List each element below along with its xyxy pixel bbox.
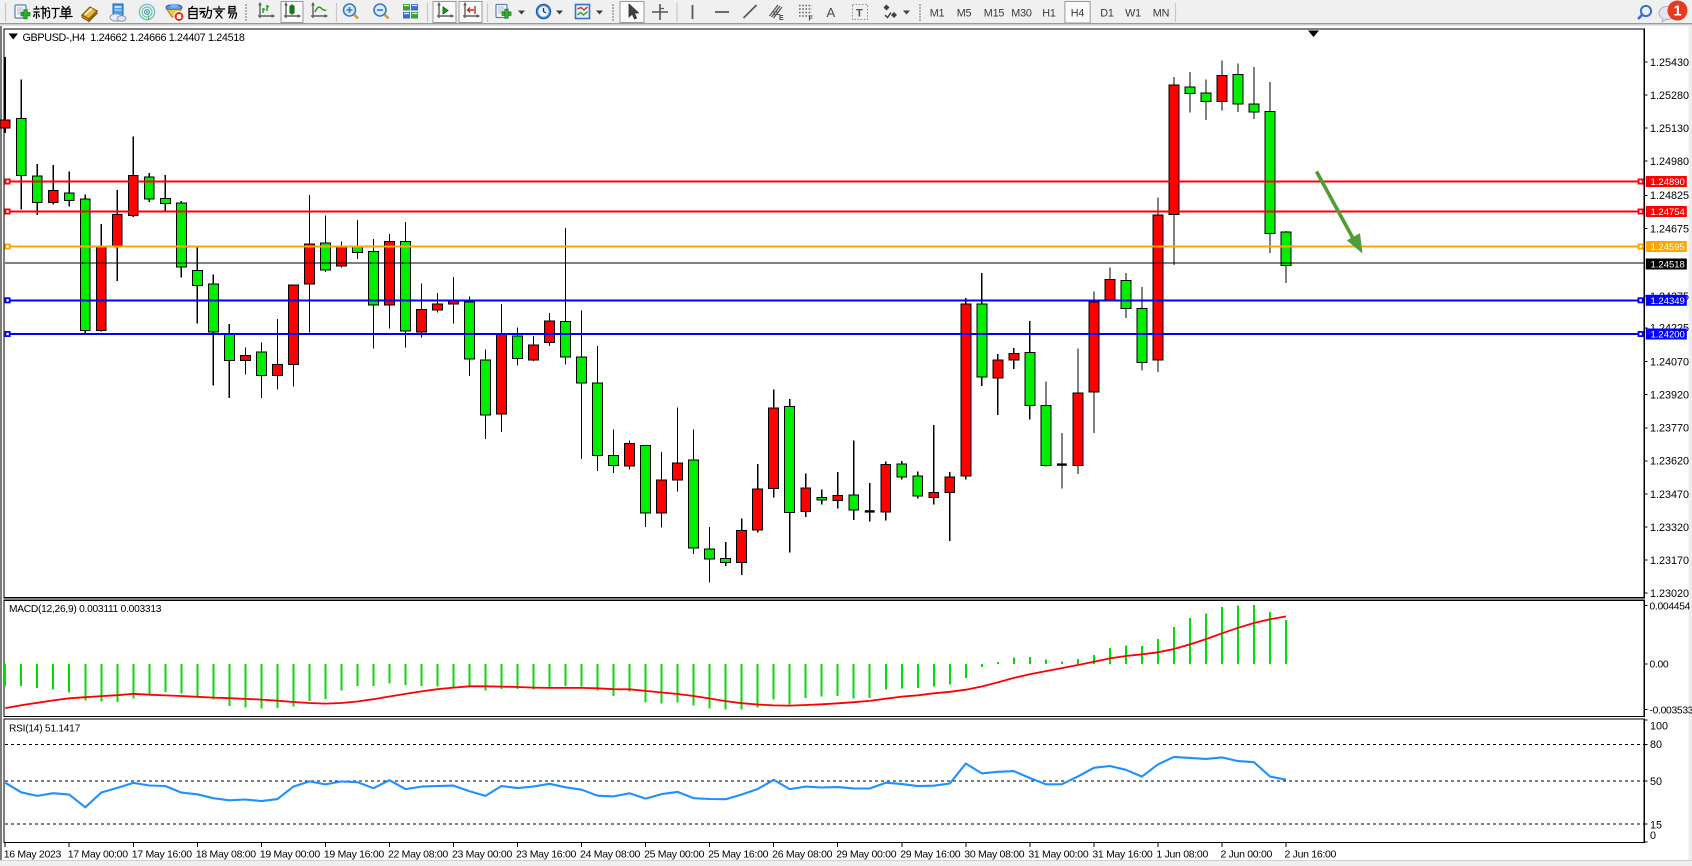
svg-text:1.23770: 1.23770 (1650, 423, 1689, 435)
svg-text:15: 15 (1650, 819, 1662, 831)
svg-text:23 May 16:00: 23 May 16:00 (516, 849, 576, 861)
svg-text:2 Jun 16:00: 2 Jun 16:00 (1285, 849, 1337, 861)
svg-text:T: T (856, 8, 863, 20)
svg-text:A: A (827, 5, 836, 20)
svg-text:1.24825: 1.24825 (1650, 190, 1689, 202)
svg-text:1.23470: 1.23470 (1650, 489, 1689, 501)
svg-text:0: 0 (1650, 830, 1656, 842)
svg-text:1.24200: 1.24200 (1651, 330, 1685, 341)
svg-text:H1: H1 (1042, 8, 1056, 20)
svg-text:H4: H4 (1071, 8, 1085, 20)
svg-text:MN: MN (1153, 8, 1169, 20)
svg-text:31 May 00:00: 31 May 00:00 (1028, 849, 1088, 861)
svg-text:25 May 16:00: 25 May 16:00 (708, 849, 768, 861)
svg-text:RSI(14) 51.1417: RSI(14) 51.1417 (9, 724, 81, 735)
svg-text:24 May 08:00: 24 May 08:00 (580, 849, 640, 861)
svg-text:1.25280: 1.25280 (1650, 90, 1689, 102)
svg-text:0.004454: 0.004454 (1650, 601, 1691, 612)
svg-text:1.24518: 1.24518 (1651, 260, 1685, 271)
svg-text:GBPUSD-,H4 1.24662 1.24666 1.: GBPUSD-,H4 1.24662 1.24666 1.24407 1.245… (23, 32, 245, 44)
svg-text:18 May 08:00: 18 May 08:00 (196, 849, 256, 861)
svg-text:31 May 16:00: 31 May 16:00 (1092, 849, 1152, 861)
svg-text:F: F (809, 16, 814, 23)
svg-text:1.23020: 1.23020 (1650, 588, 1689, 600)
svg-text:26 May 08:00: 26 May 08:00 (772, 849, 832, 861)
svg-text:1.24349: 1.24349 (1651, 296, 1685, 307)
svg-text:1.24890: 1.24890 (1651, 177, 1685, 188)
svg-text:1.24070: 1.24070 (1650, 357, 1689, 369)
svg-text:50: 50 (1650, 776, 1662, 788)
svg-text:MACD(12,26,9) 0.003111 0.00331: MACD(12,26,9) 0.003111 0.003313 (9, 604, 162, 615)
svg-text:0.00: 0.00 (1650, 660, 1669, 671)
svg-text:1.25430: 1.25430 (1650, 57, 1689, 69)
svg-text:M1: M1 (930, 8, 945, 20)
svg-text:D1: D1 (1100, 8, 1114, 20)
svg-text:1.24980: 1.24980 (1650, 156, 1689, 168)
svg-text:30 May 08:00: 30 May 08:00 (964, 849, 1024, 861)
svg-text:80: 80 (1650, 739, 1662, 751)
svg-text:19 May 16:00: 19 May 16:00 (324, 849, 384, 861)
svg-text:17 May 00:00: 17 May 00:00 (68, 849, 128, 861)
svg-text:1.23320: 1.23320 (1650, 522, 1689, 534)
svg-text:1.23170: 1.23170 (1650, 555, 1689, 567)
svg-text:1.23920: 1.23920 (1650, 390, 1689, 402)
svg-text:-0.003533: -0.003533 (1650, 706, 1692, 717)
svg-text:16 May 2023: 16 May 2023 (4, 849, 62, 861)
svg-text:1: 1 (1673, 4, 1681, 20)
svg-text:1.24675: 1.24675 (1650, 223, 1689, 235)
svg-text:29 May 16:00: 29 May 16:00 (900, 849, 960, 861)
svg-text:29 May 00:00: 29 May 00:00 (836, 849, 896, 861)
svg-text:W1: W1 (1125, 8, 1141, 20)
svg-text:1 Jun 08:00: 1 Jun 08:00 (1156, 849, 1208, 861)
svg-text:2 Jun 00:00: 2 Jun 00:00 (1220, 849, 1272, 861)
svg-text:M5: M5 (957, 8, 972, 20)
svg-text:100: 100 (1650, 721, 1668, 733)
svg-text:19 May 00:00: 19 May 00:00 (260, 849, 320, 861)
svg-text:1.23620: 1.23620 (1650, 456, 1689, 468)
svg-text:1.24754: 1.24754 (1651, 207, 1685, 218)
svg-text:M30: M30 (1011, 8, 1032, 20)
svg-text:E: E (779, 15, 784, 22)
svg-text:17 May 16:00: 17 May 16:00 (132, 849, 192, 861)
svg-text:22 May 08:00: 22 May 08:00 (388, 849, 448, 861)
svg-text:23 May 00:00: 23 May 00:00 (452, 849, 512, 861)
svg-text:25 May 00:00: 25 May 00:00 (644, 849, 704, 861)
svg-text:M15: M15 (984, 8, 1005, 20)
svg-text:1.24595: 1.24595 (1651, 242, 1685, 253)
svg-text:1.25130: 1.25130 (1650, 123, 1689, 135)
